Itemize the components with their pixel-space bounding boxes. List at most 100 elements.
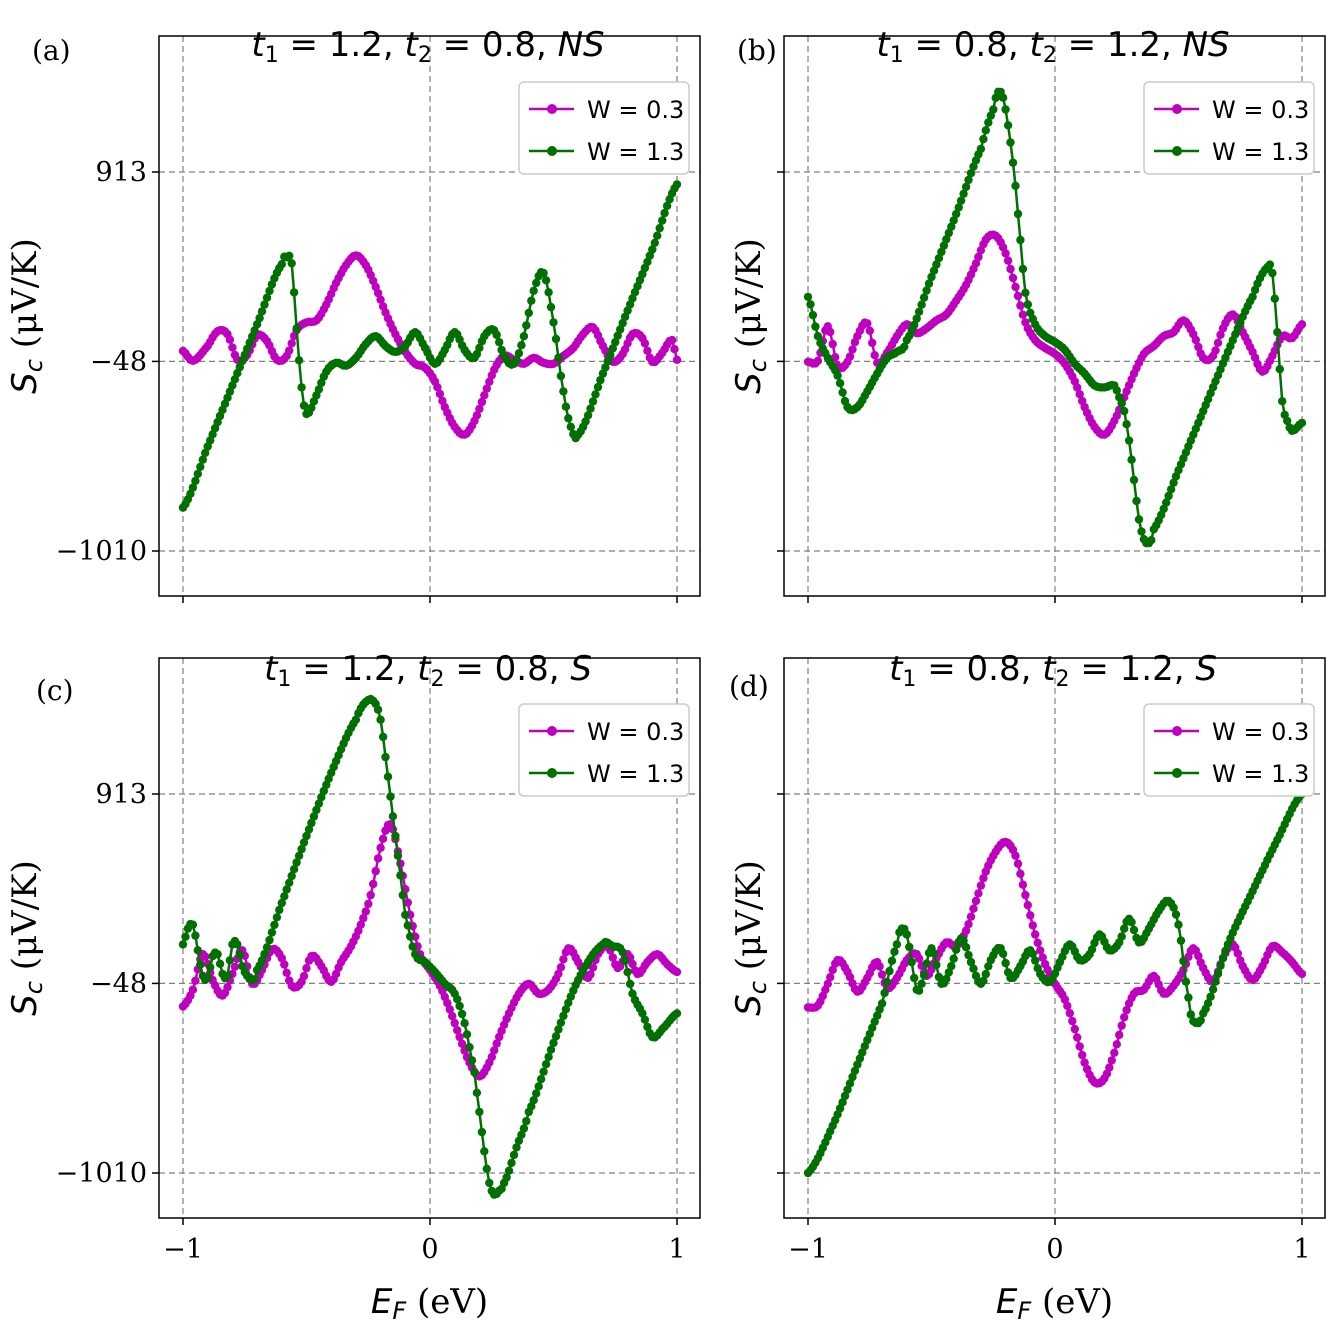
data-point — [485, 1178, 494, 1188]
data-point — [625, 979, 635, 989]
data-point — [285, 878, 294, 887]
data-point — [309, 812, 319, 821]
data-point — [1275, 365, 1285, 374]
data-point — [215, 959, 225, 968]
data-point — [554, 353, 563, 362]
panel-title: t1 = 1.2, t2 = 0.8, S — [264, 649, 592, 692]
data-point — [944, 968, 953, 977]
data-point — [623, 967, 632, 977]
data-point — [504, 1166, 514, 1175]
data-point — [848, 345, 857, 354]
x-tick-label: −1 — [788, 1234, 828, 1265]
data-point — [1166, 485, 1176, 494]
data-point — [201, 952, 210, 961]
data-point — [376, 843, 385, 852]
data-point — [181, 932, 190, 941]
data-point — [539, 268, 548, 278]
data-point — [561, 402, 571, 411]
data-point — [490, 1046, 499, 1055]
data-point — [952, 945, 961, 954]
data-point — [359, 914, 368, 923]
data-point — [1171, 910, 1181, 919]
data-point — [304, 825, 314, 834]
data-point — [373, 854, 383, 863]
data-point — [193, 469, 202, 479]
data-point — [445, 1005, 454, 1014]
data-point — [287, 259, 296, 268]
chart-panel-b: Sc (μV/K) t1 = 0.8, t2 = 1.2, NS (b) W = 0.… — [729, 25, 1326, 603]
data-point — [299, 838, 309, 847]
data-point — [317, 378, 326, 388]
legend-label: W = 1.3 — [1212, 138, 1309, 166]
data-point — [914, 954, 924, 963]
data-point — [1268, 268, 1277, 278]
data-point — [294, 851, 304, 860]
data-point — [297, 844, 306, 854]
data-point — [541, 276, 551, 285]
y-tick-label: −48 — [90, 968, 147, 999]
y-tick-label: −48 — [90, 346, 147, 377]
data-point — [1297, 320, 1307, 329]
data-point — [1038, 953, 1047, 962]
data-point — [1031, 930, 1040, 939]
data-point — [1194, 951, 1203, 961]
data-point — [1194, 342, 1203, 352]
data-point — [373, 705, 383, 714]
data-point — [586, 404, 595, 413]
data-point — [1021, 288, 1030, 297]
data-point — [865, 326, 874, 335]
data-point — [870, 351, 879, 360]
y-tick-label: 913 — [95, 157, 147, 188]
y-tick-label: −1010 — [56, 1158, 147, 1189]
data-point — [1169, 478, 1178, 487]
data-point — [616, 325, 625, 334]
data-point — [455, 1001, 464, 1011]
data-point — [672, 355, 682, 364]
data-point — [1021, 890, 1030, 900]
y-tick-label: 913 — [95, 779, 147, 810]
data-point — [838, 388, 847, 397]
data-point — [887, 956, 897, 965]
data-point — [386, 792, 395, 801]
data-point — [356, 920, 365, 929]
data-point — [917, 979, 926, 988]
data-point — [299, 401, 309, 410]
data-point — [937, 247, 946, 257]
data-point — [1221, 946, 1230, 956]
data-point — [586, 970, 595, 979]
data-point — [408, 942, 417, 951]
data-point — [198, 455, 207, 464]
data-point — [892, 940, 902, 949]
data-point — [811, 322, 820, 331]
data-point — [519, 1124, 529, 1133]
data-point — [1120, 924, 1129, 933]
data-point — [608, 953, 617, 962]
data-point — [453, 1026, 462, 1035]
data-point — [564, 414, 573, 423]
data-point — [620, 956, 630, 965]
data-point — [1060, 995, 1070, 1004]
data-point — [1011, 282, 1020, 292]
data-point — [670, 345, 679, 354]
data-point — [1028, 949, 1038, 958]
data-point — [546, 1045, 556, 1054]
data-point — [640, 339, 650, 348]
data-point — [549, 1038, 558, 1048]
data-point — [640, 1015, 650, 1024]
plot-area — [178, 180, 682, 512]
data-point — [1203, 999, 1213, 1008]
data-point — [312, 805, 321, 815]
data-point — [559, 955, 568, 964]
data-point — [514, 349, 524, 358]
data-point — [178, 940, 188, 949]
data-point — [1016, 235, 1025, 245]
data-point — [260, 949, 269, 959]
data-point — [275, 905, 284, 915]
data-point — [613, 331, 622, 340]
data-point — [998, 93, 1008, 102]
legend-marker — [1172, 768, 1182, 778]
data-point — [277, 898, 286, 908]
data-point — [1031, 956, 1040, 965]
data-point — [475, 343, 484, 353]
data-point — [376, 295, 385, 304]
